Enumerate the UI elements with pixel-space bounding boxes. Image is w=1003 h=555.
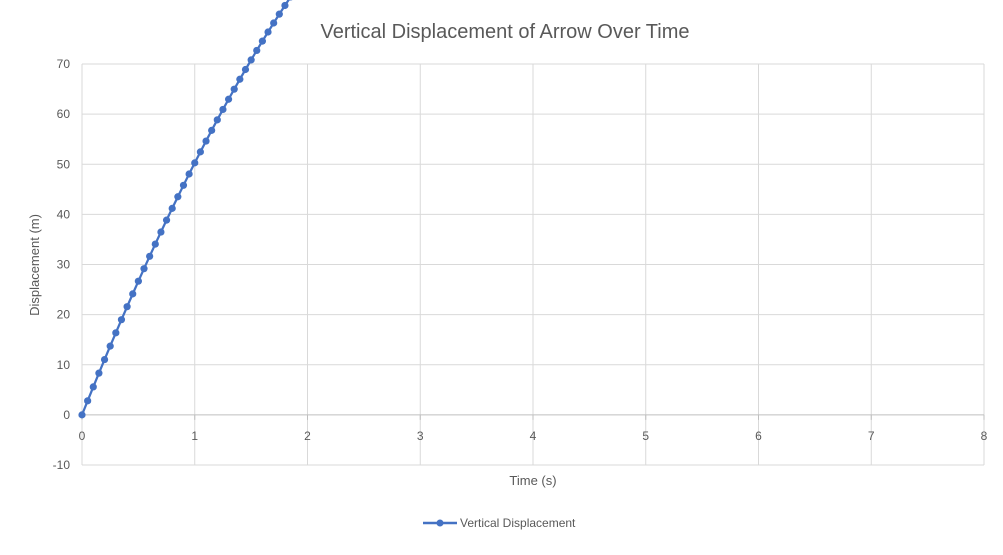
data-point (134, 277, 142, 285)
series-vertical-displacement (78, 0, 293, 419)
x-tick-label: 4 (530, 429, 537, 443)
data-point (106, 342, 114, 350)
data-point (157, 228, 165, 236)
data-point (89, 383, 97, 391)
data-point (174, 193, 182, 201)
data-point (100, 355, 109, 364)
y-tick-label: 20 (57, 308, 71, 322)
data-point (219, 105, 227, 114)
data-point (288, 0, 293, 1)
legend: Vertical Displacement (423, 516, 576, 530)
data-point (78, 411, 86, 419)
data-point (151, 240, 159, 248)
data-point (185, 170, 193, 178)
y-tick-label: 10 (57, 358, 71, 372)
data-point (95, 369, 103, 377)
data-point (208, 126, 216, 134)
data-point (146, 252, 154, 260)
data-point (230, 85, 238, 93)
series-line (80, 0, 290, 416)
data-point (162, 216, 171, 224)
data-point (213, 116, 221, 124)
data-point (202, 137, 210, 145)
data-point (281, 1, 289, 10)
gridlines (82, 63, 985, 466)
y-tick-label: -10 (53, 458, 71, 472)
y-axis-label: Displacement (m) (27, 214, 42, 316)
data-point (247, 56, 255, 64)
data-point (123, 303, 131, 311)
data-point (253, 46, 261, 55)
data-point (275, 10, 283, 18)
data-point (264, 28, 272, 36)
data-point (224, 95, 233, 103)
y-tick-label: 70 (57, 57, 71, 71)
data-point (168, 204, 176, 212)
data-point (140, 265, 148, 273)
data-point (191, 159, 199, 167)
legend-entry-vertical-displacement: Vertical Displacement (460, 516, 576, 530)
data-point (236, 75, 244, 83)
data-point (129, 290, 137, 298)
x-tick-label: 2 (304, 429, 311, 443)
y-tick-label: 40 (57, 207, 71, 221)
axes (81, 64, 985, 466)
data-point (179, 181, 188, 189)
data-point (270, 19, 278, 27)
tick-labels: -10 0 10 20 30 40 50 60 70 0 1 2 3 4 5 6 7 8 (53, 57, 988, 472)
x-tick-label: 7 (868, 429, 875, 443)
chart-title: Vertical Displacement of Arrow Over Time (320, 21, 689, 43)
y-tick-label: 50 (57, 157, 71, 171)
x-tick-label: 0 (79, 429, 86, 443)
data-point (258, 37, 266, 45)
x-tick-label: 1 (191, 429, 198, 443)
x-tick-label: 5 (642, 429, 649, 443)
data-point (117, 316, 126, 324)
x-axis-label: Time (s) (509, 473, 556, 488)
y-tick-label: 30 (57, 258, 71, 272)
x-tick-label: 8 (981, 429, 988, 443)
y-tick-label: 60 (57, 107, 71, 121)
x-tick-label: 6 (755, 429, 762, 443)
legend-marker (436, 519, 444, 527)
y-tick-label: 0 (63, 408, 70, 422)
data-point (241, 65, 250, 74)
data-point (84, 397, 92, 405)
data-point (112, 329, 120, 337)
data-point (196, 148, 204, 156)
x-tick-label: 3 (417, 429, 424, 443)
